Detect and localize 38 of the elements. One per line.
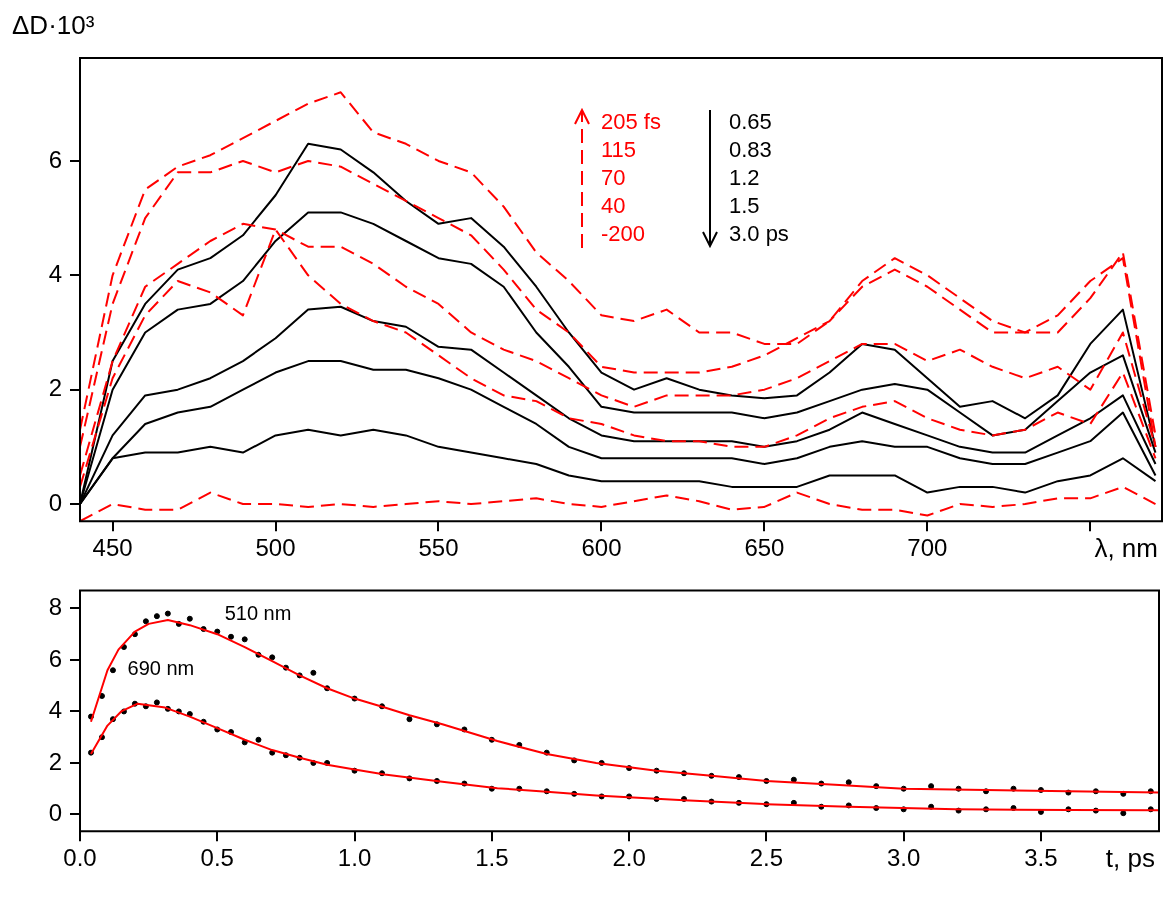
x-tick-label: 500 (255, 534, 296, 562)
annotation: 70 (601, 164, 627, 192)
x-tick-label: 700 (907, 534, 948, 562)
x-tick-label: 0.5 (200, 844, 234, 872)
x-tick-label: 2.0 (612, 844, 646, 872)
x-tick-label: 2.5 (749, 844, 784, 872)
annotation: 510 nm (224, 602, 292, 624)
x-axis-title: t, ps (1105, 843, 1155, 874)
y-axis-title: ΔD·10³ (12, 10, 95, 41)
x-tick-label: 1.0 (337, 844, 372, 872)
y-tick-label: 6 (48, 644, 62, 672)
annotation: 690 nm (127, 657, 195, 680)
annotation: 1.2 (728, 164, 761, 192)
annotation: 40 (601, 192, 627, 220)
y-tick-label: 8 (48, 593, 62, 621)
x-tick-label: 3.0 (886, 844, 921, 872)
x-axis-title: λ, nm (1094, 533, 1158, 564)
annotation: 0.65 (728, 108, 773, 136)
y-tick-label: 6 (48, 145, 62, 173)
y-tick-label: 4 (48, 259, 62, 287)
annotation: 3.0 ps (728, 220, 789, 248)
annotation: 0.83 (728, 136, 773, 164)
x-tick-label: 1.5 (475, 844, 509, 872)
x-tick-label: 550 (418, 534, 459, 562)
y-tick-label: 2 (48, 747, 62, 775)
x-tick-label: 450 (92, 534, 133, 562)
x-tick-label: 650 (744, 534, 785, 562)
y-tick-label: 0 (48, 488, 62, 516)
x-tick-label: 600 (581, 534, 622, 562)
x-tick-label: 3.5 (1024, 844, 1058, 872)
annotation: -200 (601, 220, 647, 248)
annotation: 205 fs (601, 108, 661, 136)
y-tick-label: 4 (48, 696, 62, 724)
annotation: 1.5 (728, 192, 761, 220)
x-tick-label: 0.0 (63, 844, 97, 872)
annotation: 115 (601, 136, 638, 164)
y-tick-label: 0 (48, 799, 62, 827)
y-tick-label: 2 (48, 374, 62, 402)
